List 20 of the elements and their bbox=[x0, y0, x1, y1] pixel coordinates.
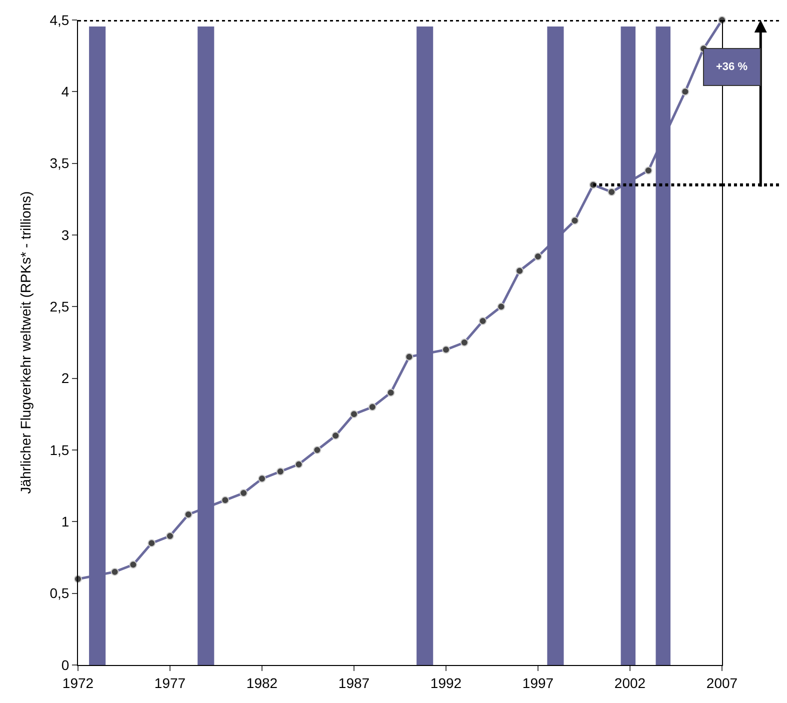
x-tick-label: 1987 bbox=[338, 674, 370, 691]
y-tick-label: 0 bbox=[61, 656, 70, 673]
y-tick-label: 0,5 bbox=[50, 585, 70, 602]
x-tick-label: 1997 bbox=[522, 674, 554, 691]
annotation: +36 % bbox=[716, 61, 748, 73]
x-tick-label: 1972 bbox=[62, 674, 94, 691]
y-tick-label: 2,5 bbox=[50, 298, 70, 315]
y-tick-label: 2 bbox=[61, 370, 70, 386]
x-tick-label: 1982 bbox=[246, 674, 278, 691]
x-tick-label: 1992 bbox=[430, 674, 462, 691]
y-tick-label: 3,5 bbox=[50, 155, 70, 172]
y-tick-label: 4,5 bbox=[50, 12, 70, 28]
y-tick-label: 1,5 bbox=[50, 442, 70, 458]
x-tick-label: 2002 bbox=[614, 674, 646, 691]
y-tick-label: 3 bbox=[61, 226, 70, 243]
y-tick-label: 4 bbox=[61, 84, 70, 100]
x-tick-label: 2007 bbox=[706, 674, 738, 691]
x-tick-label: 1977 bbox=[154, 674, 186, 691]
y-axis-title: Jährlicher Flugverkehr weltweit (RPKs* - trillions) bbox=[17, 191, 34, 494]
y-tick-label: 1 bbox=[61, 514, 70, 530]
